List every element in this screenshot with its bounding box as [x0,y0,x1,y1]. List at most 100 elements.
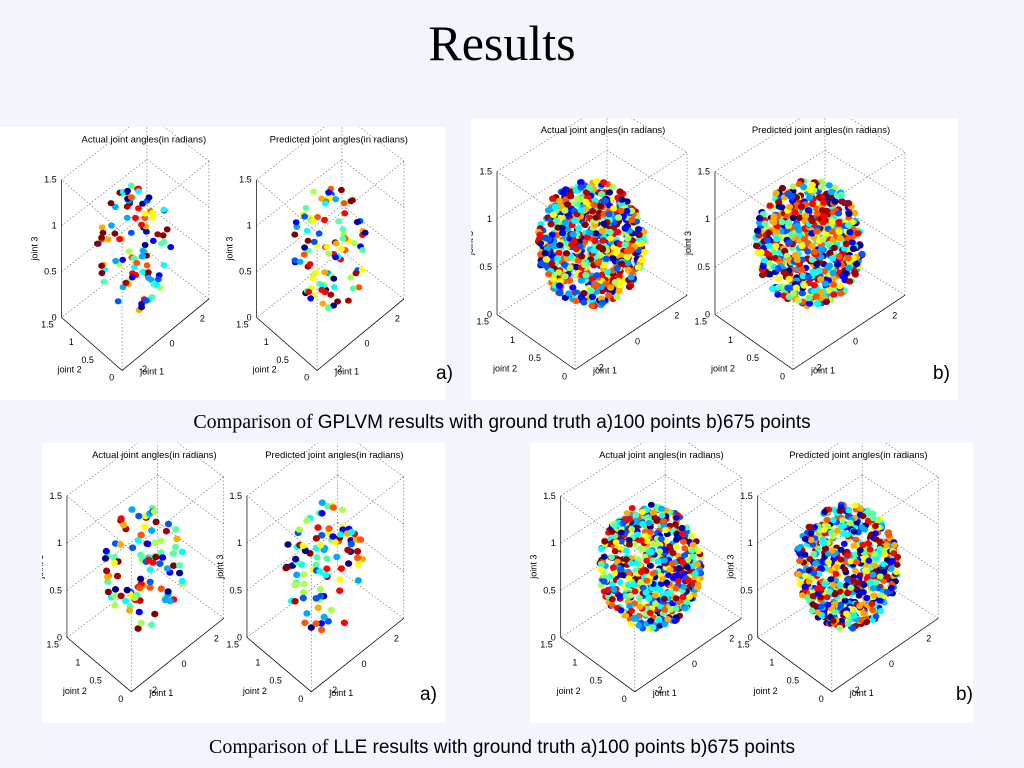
grid-line [634,476,742,551]
data-point [839,517,846,524]
x-tick-label: 2 [200,314,205,324]
data-point [664,616,672,623]
data-point [128,274,136,281]
data-point [837,191,845,199]
x-tick-label: 2 [674,310,679,320]
data-point [883,589,891,596]
data-point [756,214,764,222]
data-point [296,258,304,265]
data-point [679,559,687,566]
data-point [135,205,142,212]
data-point [804,274,812,281]
data-point [640,248,648,256]
grid-line [574,151,688,227]
data-point [785,275,793,283]
data-point [332,240,340,247]
x-axis-line [574,294,688,370]
data-point [770,254,778,261]
grid-line [831,476,939,551]
data-point [544,207,553,214]
data-point [829,255,837,262]
data-point [98,224,106,231]
data-point [354,548,362,555]
x-tick-label: 0 [889,659,894,669]
data-point [292,555,300,563]
grid-line [246,474,338,544]
y-tick-label: 0 [109,373,114,383]
grid-line [256,159,343,226]
data-point [660,518,667,525]
y-axis-line [61,317,123,371]
data-point [626,541,633,548]
data-point [150,508,158,515]
data-point [358,266,366,273]
plot-title: Predicted joint angles(in radians) [270,135,408,146]
data-point [813,228,821,235]
z-axis-label: joint 3 [42,555,45,580]
data-point [820,540,827,547]
data-point [304,237,312,244]
z-tick-label: 0 [247,313,252,323]
data-point [689,541,697,548]
data-point [807,530,815,537]
data-point [808,200,817,208]
data-point [625,575,633,582]
data-point [796,578,804,585]
data-point [333,553,341,561]
data-point [850,542,858,549]
data-point [689,553,697,560]
grid-line [163,127,210,162]
y-axis-line [714,314,794,370]
data-point [764,229,772,237]
data-point [624,235,632,242]
data-point [809,541,817,548]
data-point [124,187,131,194]
caption-lead: Comparison of [209,736,334,758]
x-axis-line [634,618,742,693]
x-tick-label: 2 [926,633,931,643]
data-point [145,194,153,201]
data-point [684,577,692,584]
data-point [542,256,550,263]
data-point [869,510,877,517]
data-point [639,509,646,516]
data-point [853,559,861,566]
data-point [566,264,574,271]
data-point [605,211,613,218]
data-point [580,239,589,246]
data-point [891,541,898,549]
data-point [127,182,135,189]
data-point [679,594,687,601]
data-point [831,609,838,616]
y-axis-label: joint 2 [242,686,267,696]
data-point [345,297,352,304]
data-point [300,580,308,588]
data-point [555,269,563,276]
data-point [556,242,564,249]
y-tick-label: 1 [255,658,260,668]
x-axis-label: joint 1 [849,688,874,698]
data-point [323,244,331,251]
data-point [104,236,112,243]
x-tick-label: -2 [814,362,822,372]
data-point [681,545,689,552]
data-point [145,274,152,281]
data-point [327,291,335,298]
data-point [613,265,621,272]
data-point [619,520,627,527]
data-point [319,300,327,307]
data-point [820,526,828,533]
data-point [316,542,325,549]
data-point [806,194,814,201]
data-point [654,558,662,565]
data-point [658,535,665,543]
grid-line [256,250,343,318]
data-point [835,210,843,217]
data-point [834,527,841,534]
data-point [104,573,112,581]
data-point [766,260,774,267]
data-point [814,585,821,592]
data-point [671,617,679,624]
data-point [338,186,345,194]
data-point [858,250,866,258]
